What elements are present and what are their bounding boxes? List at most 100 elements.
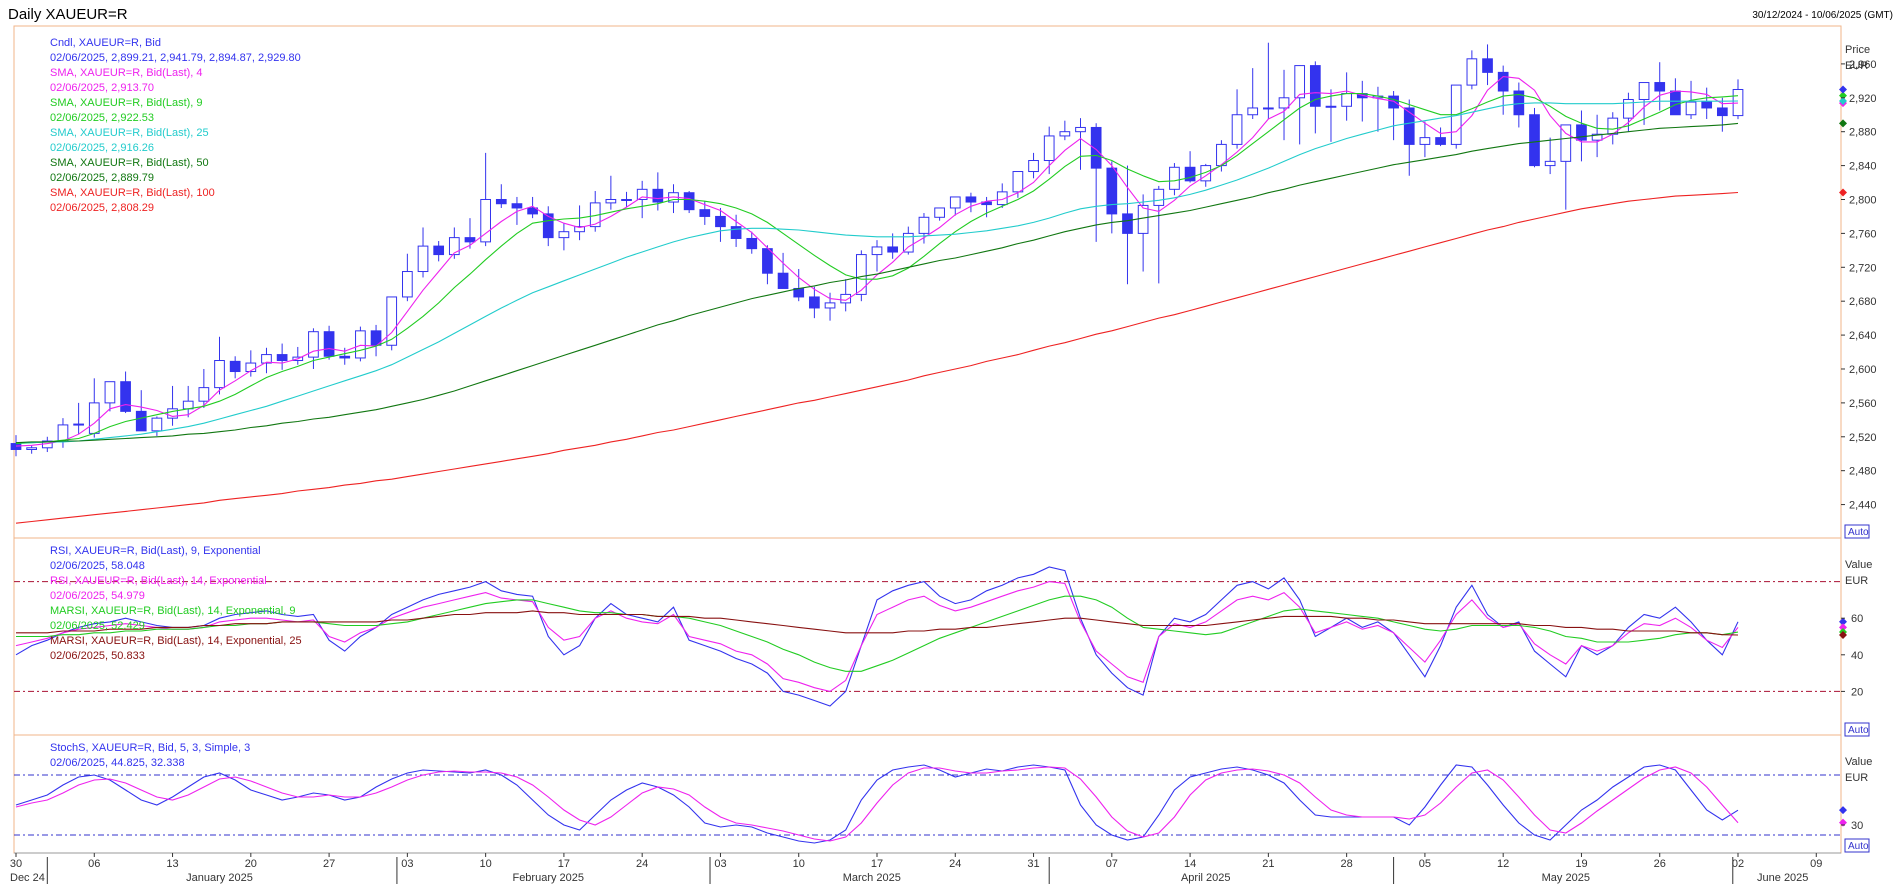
candle-body [1231, 114, 1243, 145]
candle-body [621, 198, 632, 201]
price-auto-label: Auto [1848, 527, 1869, 538]
month-label: January 2025 [186, 872, 253, 884]
candle [1732, 79, 1744, 120]
candle [809, 286, 820, 319]
candle [605, 175, 617, 210]
price-legend-value: 02/06/2025, 2,808.29 [50, 202, 154, 214]
rsi-last-marker [1839, 617, 1847, 626]
rsi-line-1 [15, 581, 1739, 692]
candle-body [699, 209, 711, 217]
x-tick-label: 10 [793, 858, 805, 870]
candle-body [1122, 213, 1133, 234]
price-ytick-label: 2,480 [1849, 466, 1877, 478]
price-legend-label: SMA, XAUEUR=R, Bid(Last), 25 [50, 127, 209, 139]
x-tick-label: 03 [714, 858, 726, 870]
candle [261, 347, 272, 374]
x-tick-label: 06 [88, 858, 100, 870]
price-auto-button[interactable]: Auto [1844, 524, 1870, 539]
price-ytick-label: 2,560 [1849, 398, 1877, 410]
candle-body [1090, 126, 1102, 169]
price-ytick-label: 2,840 [1849, 161, 1877, 173]
stoch-auto-button[interactable]: Auto [1844, 838, 1870, 853]
price-legend-value: 02/06/2025, 2,922.53 [50, 112, 154, 124]
candle [1247, 68, 1259, 119]
candle-body [1043, 135, 1055, 162]
stoch-axis-title: Value [1845, 756, 1872, 768]
candle [949, 196, 961, 216]
rsi-legend-value: 02/06/2025, 54.979 [50, 590, 145, 602]
candle-body [1466, 58, 1478, 86]
candle [1012, 171, 1024, 198]
candle-body [1388, 95, 1399, 109]
price-ytick-label: 2,640 [1849, 330, 1877, 342]
candle-body [355, 330, 366, 359]
candle-body [1638, 82, 1650, 100]
candle [1654, 62, 1666, 111]
candle [120, 371, 131, 414]
candle-body [245, 362, 257, 373]
candle-body [949, 196, 961, 209]
price-ytick-label: 2,960 [1849, 59, 1877, 71]
rsi-ytick-label: 60 [1851, 613, 1863, 625]
sma-last-marker [1839, 119, 1847, 128]
candle-body [574, 226, 585, 233]
candle [621, 191, 632, 208]
candle-body [402, 271, 413, 298]
candle [1450, 84, 1462, 149]
candle [902, 226, 914, 255]
candle-body [902, 232, 914, 253]
month-label: June 2025 [1757, 872, 1808, 884]
candle [1560, 124, 1572, 210]
price-legend-label: SMA, XAUEUR=R, Bid(Last), 9 [50, 97, 203, 109]
candle [1701, 87, 1713, 119]
rsi-line-0 [15, 566, 1739, 707]
candle-body [840, 293, 852, 304]
price-axis-unit: EUR [1845, 60, 1868, 72]
candle [730, 214, 742, 247]
sma-line-4 [15, 191, 1739, 524]
price-legend-value: 02/06/2025, 2,899.21, 2,941.79, 2,894.87… [50, 52, 301, 64]
rsi-legend-label: RSI, XAUEUR=R, Bid(Last), 9, Exponential [50, 545, 261, 557]
sma-line-2 [16, 100, 1739, 444]
x-tick-label: 14 [1184, 858, 1196, 870]
candle [1059, 120, 1071, 141]
candle-body [10, 443, 22, 450]
candle-body [323, 331, 335, 357]
rsi-last-marker [1839, 623, 1847, 632]
candle [1106, 161, 1118, 234]
candle [495, 184, 507, 208]
candle [1263, 42, 1274, 119]
candle [229, 356, 241, 379]
price-ytick-label: 2,720 [1849, 262, 1877, 274]
candle-body [1716, 107, 1728, 117]
candle-body [683, 192, 695, 211]
candle-body [1153, 188, 1165, 206]
candle-body [198, 387, 210, 402]
candle-body [871, 246, 883, 256]
month-label: May 2025 [1542, 872, 1590, 884]
candle [1576, 110, 1587, 162]
candle-body [1529, 114, 1540, 167]
candle [1294, 65, 1306, 145]
rsi-axis-title: Value [1845, 559, 1872, 571]
candle-body [1278, 97, 1290, 109]
price-ytick-label: 2,880 [1849, 127, 1877, 139]
candle-body [1435, 137, 1446, 145]
month-label: February 2025 [512, 872, 584, 884]
candle-body [715, 215, 726, 228]
price-legend-label: SMA, XAUEUR=R, Bid(Last), 100 [50, 187, 215, 199]
candle-body [88, 402, 100, 434]
candle-body [1247, 107, 1259, 116]
candle-body [1137, 204, 1149, 234]
candle [1466, 50, 1478, 90]
x-tick-label: 30 [10, 858, 22, 870]
candle-body [167, 408, 178, 419]
candle-body [542, 213, 554, 239]
rsi-auto-button[interactable]: Auto [1844, 722, 1870, 737]
candle [558, 223, 570, 251]
candle-body [417, 245, 429, 273]
x-tick-label: 31 [1027, 858, 1039, 870]
candle-body [104, 381, 116, 404]
x-tick-label: 07 [1106, 858, 1118, 870]
